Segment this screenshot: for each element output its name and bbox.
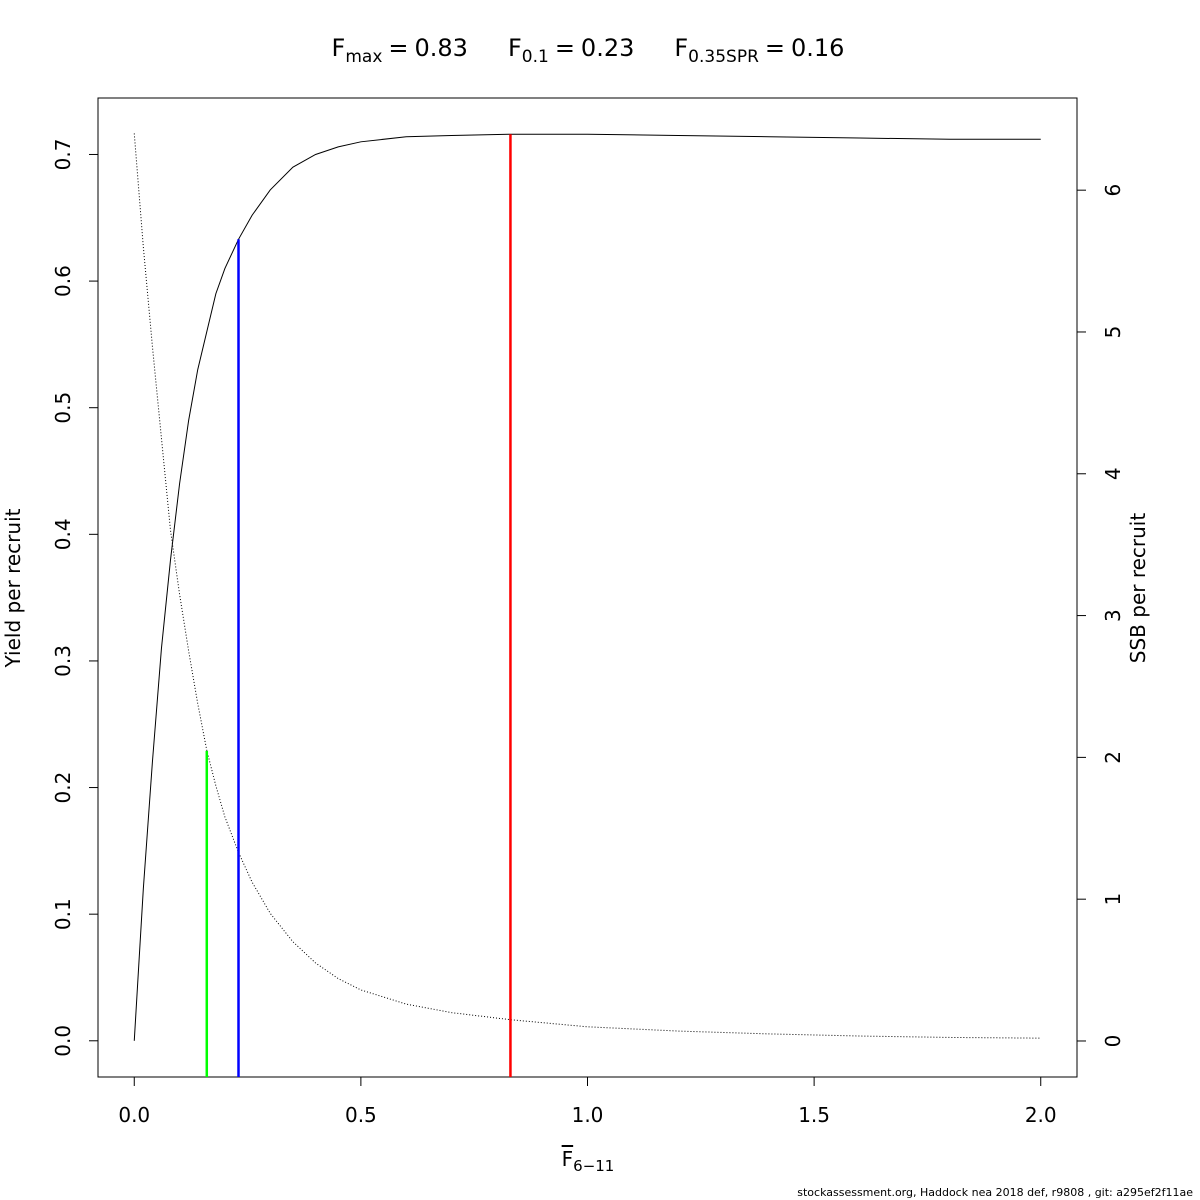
title-subscript: max [345, 47, 382, 67]
y-tick-label: 0.0 [51, 1025, 75, 1057]
series-line [133, 133, 1041, 1041]
x-tick-label: 1.0 [572, 1103, 604, 1127]
title-subscript: 0.1 [522, 47, 549, 67]
title-value: 0.83 [415, 34, 468, 62]
title-subscript: 0.35SPR [688, 47, 759, 67]
y-tick-label: 0.4 [51, 518, 75, 550]
footer: stockassessment.org, Haddock nea 2018 de… [797, 1186, 1193, 1199]
y-tick-label: 0.1 [51, 898, 75, 930]
x-tick-label: 2.0 [1025, 1103, 1057, 1127]
title-value: 0.16 [791, 34, 844, 62]
title-symbol: F [332, 34, 346, 62]
title-value: 0.23 [581, 34, 634, 62]
y2-tick-label: 0 [1101, 1035, 1125, 1048]
title-relation: = [555, 34, 575, 62]
x-axis-subscript: 6−11 [573, 1157, 614, 1175]
x-tick-label: 0.0 [118, 1103, 150, 1127]
y-tick-label: 0.7 [51, 139, 75, 171]
series-line [133, 133, 1041, 1039]
y2-tick-label: 4 [1101, 467, 1125, 480]
x-axis-symbol: F [562, 1147, 574, 1171]
y-tick-label: 0.6 [51, 265, 75, 297]
plot-frame [97, 97, 1078, 1078]
chart-title: Fmax = 0.83 F0.1 = 0.23 F0.35SPR = 0.16 [332, 34, 845, 67]
x-tick-label: 0.5 [345, 1103, 377, 1127]
title-relation: = [765, 34, 785, 62]
y2-tick-label: 6 [1101, 184, 1125, 197]
x-axis-title: F6−11 [562, 1147, 615, 1175]
y-tick-label: 0.5 [51, 392, 75, 424]
title-symbol: F [674, 34, 688, 62]
y2-tick-label: 5 [1101, 326, 1125, 339]
title-symbol: F [508, 34, 522, 62]
y2-tick-label: 1 [1101, 893, 1125, 906]
y-tick-label: 0.2 [51, 772, 75, 804]
x-tick-label: 1.5 [798, 1103, 830, 1127]
y2-tick-label: 3 [1101, 609, 1125, 622]
y2-tick-label: 2 [1101, 751, 1125, 764]
y-axis-title: Yield per recruit [1, 508, 25, 668]
y2-axis-title: SSB per recruit [1126, 513, 1150, 664]
y-tick-label: 0.3 [51, 645, 75, 677]
title-relation: = [388, 34, 408, 62]
